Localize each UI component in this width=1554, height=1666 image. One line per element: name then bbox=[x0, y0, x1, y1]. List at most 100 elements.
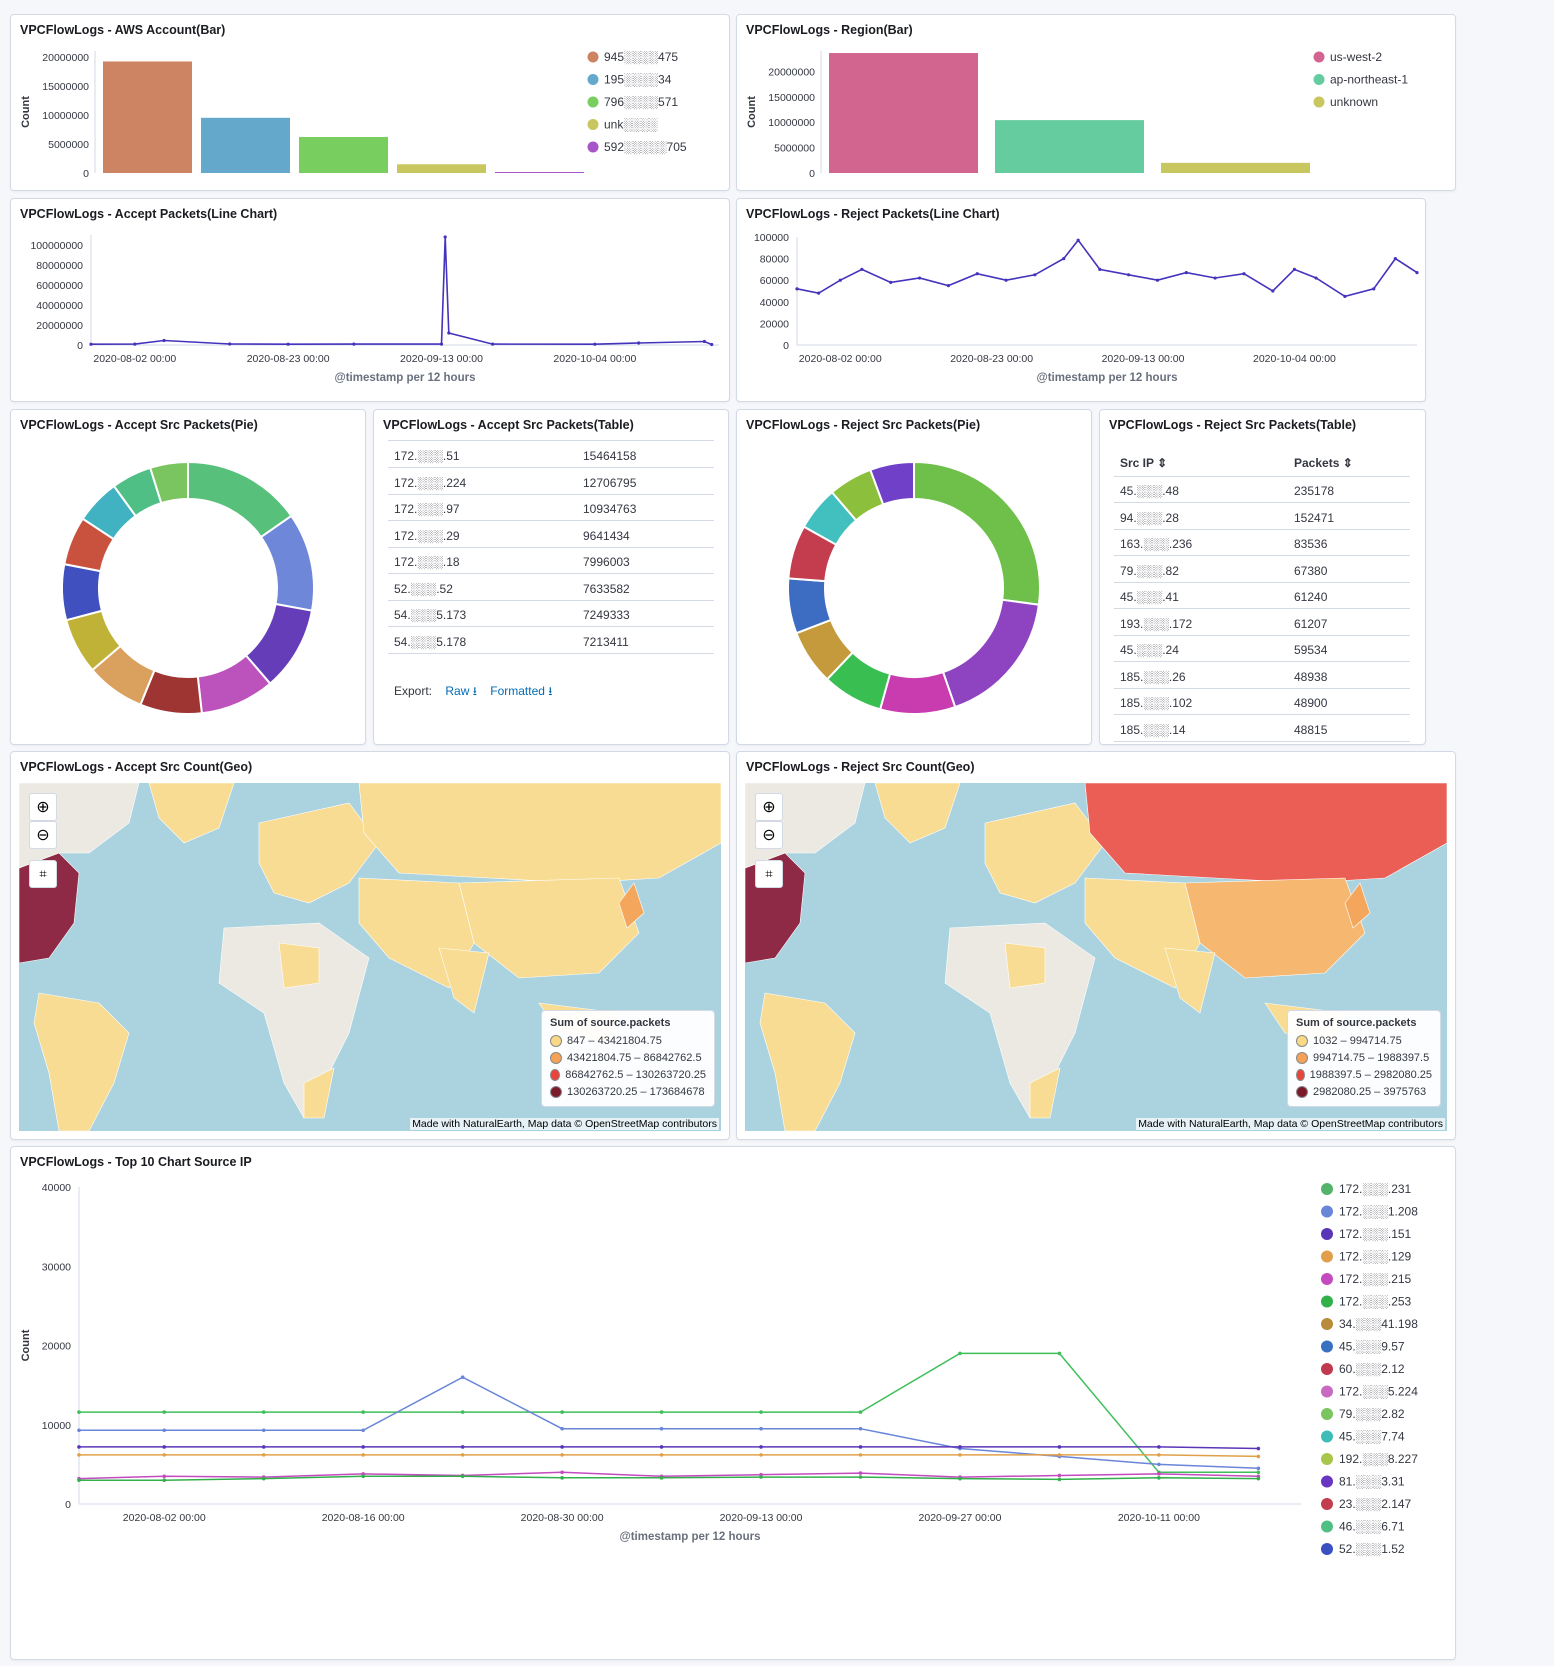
map-legend-item: 130263720.25 – 173684678 bbox=[550, 1083, 706, 1100]
series-point bbox=[702, 339, 706, 344]
cell-packets: 59534 bbox=[1294, 643, 1328, 657]
series-point bbox=[261, 1410, 266, 1414]
series-point bbox=[1157, 1445, 1161, 1449]
table-row: 79.░░░.82 67380 bbox=[1114, 556, 1410, 583]
x-tick-label: 2020-09-27 00:00 bbox=[919, 1512, 1002, 1524]
legend-swatch bbox=[1321, 1228, 1333, 1240]
table-row: 185.░░░.26 48938 bbox=[1114, 662, 1410, 689]
cell-ip: 193.░░░.172 bbox=[1120, 616, 1193, 631]
region-europe bbox=[258, 802, 380, 904]
series-point bbox=[1157, 1476, 1161, 1480]
table-header-row: Src IP ⇕ Packets ⇕ bbox=[1114, 448, 1410, 477]
x-tick-label: 2020-08-16 00:00 bbox=[322, 1512, 405, 1524]
panel-title: VPCFlowLogs - Reject Src Packets(Pie) bbox=[746, 418, 981, 432]
export-formatted-link[interactable]: Formatted ⭳ bbox=[490, 684, 553, 698]
series-point bbox=[1033, 273, 1037, 277]
legend-label: 945░░░░475 bbox=[604, 50, 678, 64]
series-point bbox=[1098, 267, 1102, 271]
column-header-src-ip[interactable]: Src IP ⇕ bbox=[1120, 456, 1168, 470]
legend-swatch bbox=[1321, 1295, 1333, 1308]
series-point bbox=[975, 272, 979, 276]
series-point bbox=[1076, 238, 1080, 242]
series-point bbox=[162, 1410, 167, 1414]
y-tick-label: 15000000 bbox=[768, 92, 815, 104]
cell-packets: 7213411 bbox=[583, 634, 629, 649]
bar bbox=[201, 117, 290, 173]
series-point bbox=[958, 1476, 962, 1481]
legend-swatch bbox=[1321, 1498, 1333, 1510]
cell-ip: 185.░░░.14 bbox=[1120, 722, 1186, 737]
series-point bbox=[460, 1474, 465, 1479]
series-point bbox=[858, 1445, 863, 1449]
y-tick-label: 5000000 bbox=[774, 143, 815, 155]
panel-accept-table: VPCFlowLogs - Accept Src Packets(Table) … bbox=[373, 409, 729, 745]
map-container[interactable]: ⊕ ⊖ ⌗ Sum of source.packets 847 – 434218… bbox=[19, 783, 721, 1131]
country-south-africa bbox=[1029, 1067, 1061, 1119]
map-legend-item: 847 – 43421804.75 bbox=[550, 1032, 706, 1049]
series-point bbox=[637, 341, 641, 345]
legend-label: 79.░░░2.82 bbox=[1339, 1407, 1405, 1421]
zoom-out-button[interactable]: ⊖ bbox=[755, 821, 783, 849]
reject-packets-line-chart: 0 20000 40000 60000 80000 100000 2020-08-02 00… bbox=[754, 232, 1419, 384]
series-point bbox=[1184, 271, 1188, 275]
cell-ip: 45.░░░.41 bbox=[1120, 590, 1179, 604]
series-point bbox=[560, 1410, 564, 1414]
series-point bbox=[77, 1410, 81, 1414]
country-india bbox=[438, 947, 490, 1014]
accept-src-donut-chart bbox=[61, 460, 315, 715]
legend-swatch bbox=[1313, 96, 1325, 108]
zoom-out-button[interactable]: ⊖ bbox=[29, 821, 57, 849]
table-row: 52.░░░.52 7633582 bbox=[388, 574, 714, 601]
fit-bounds-button[interactable]: ⌗ bbox=[755, 860, 783, 888]
panel-title: VPCFlowLogs - Reject Src Packets(Table) bbox=[1109, 418, 1357, 432]
table-row: 45.░░░.24 59534 bbox=[1114, 635, 1410, 662]
export-raw-link[interactable]: Raw ⭳ bbox=[445, 684, 477, 698]
legend-swatch bbox=[1321, 1408, 1333, 1420]
series-point bbox=[1057, 1351, 1062, 1356]
zoom-in-button[interactable]: ⊕ bbox=[29, 793, 57, 821]
series-point bbox=[1393, 257, 1397, 261]
cell-ip: 172.░░░.224 bbox=[394, 475, 467, 490]
series-point bbox=[447, 331, 451, 335]
series-point bbox=[560, 1476, 564, 1480]
cell-ip: 45.░░░.48 bbox=[1120, 484, 1179, 498]
panel-title: VPCFlowLogs - Reject Packets(Line Chart) bbox=[746, 207, 1000, 221]
map-container[interactable]: ⊕ ⊖ ⌗ Sum of source.packets 1032 – 99471… bbox=[745, 783, 1447, 1131]
series-line bbox=[79, 1446, 1259, 1450]
bar bbox=[299, 136, 388, 173]
table-row: 45.░░░.48 235178 bbox=[1114, 476, 1410, 503]
panel-title: VPCFlowLogs - Region(Bar) bbox=[746, 23, 913, 37]
x-axis-title: @timestamp per 12 hours bbox=[1037, 372, 1178, 384]
y-tick-label: 0 bbox=[83, 168, 89, 180]
panel-title: VPCFlowLogs - AWS Account(Bar) bbox=[20, 23, 226, 37]
series-point bbox=[162, 338, 166, 343]
panel-accept-pie: VPCFlowLogs - Accept Src Packets(Pie) bbox=[10, 409, 366, 745]
series-point bbox=[77, 1428, 81, 1433]
series-point bbox=[889, 280, 893, 284]
export-bar: Export: Raw ⭳ Formatted ⭳ bbox=[394, 682, 552, 703]
zoom-in-button[interactable]: ⊕ bbox=[755, 793, 783, 821]
series-point bbox=[858, 1410, 863, 1414]
y-tick-label: 10000 bbox=[42, 1420, 71, 1432]
cell-ip: 172.░░░.29 bbox=[394, 528, 460, 543]
column-header-packets[interactable]: Packets ⇕ bbox=[1294, 456, 1353, 470]
cell-packets: 10934763 bbox=[583, 502, 637, 516]
series-point bbox=[593, 342, 597, 346]
fit-bounds-button[interactable]: ⌗ bbox=[29, 860, 57, 888]
series-point bbox=[1415, 271, 1419, 275]
y-tick-label: 20000 bbox=[760, 318, 789, 330]
series-point bbox=[460, 1445, 465, 1449]
cell-ip: 172.░░░.18 bbox=[394, 555, 460, 569]
series-point bbox=[361, 1428, 365, 1433]
cell-packets: 235178 bbox=[1294, 484, 1335, 498]
series-point bbox=[1057, 1453, 1062, 1457]
series-point bbox=[162, 1428, 167, 1433]
panel-top10-source-ip: VPCFlowLogs - Top 10 Chart Source IP 0 10… bbox=[10, 1146, 1456, 1660]
panel-aws-account-bar: VPCFlowLogs - AWS Account(Bar) 0 5000000 1… bbox=[10, 14, 730, 191]
table-row: 172.░░░.51 15464158 bbox=[388, 441, 714, 468]
series-point bbox=[89, 342, 93, 346]
legend-swatch bbox=[1321, 1363, 1333, 1375]
series-point bbox=[1343, 294, 1347, 298]
legend-swatch bbox=[1321, 1543, 1333, 1555]
bar bbox=[995, 120, 1144, 173]
